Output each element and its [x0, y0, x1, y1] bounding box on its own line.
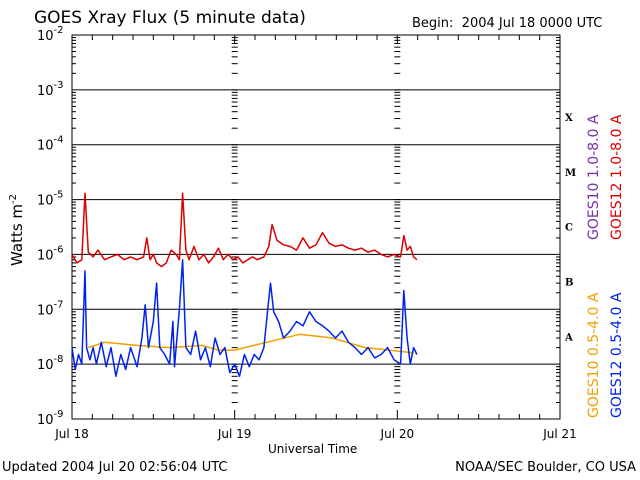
begin-label: Begin: [412, 16, 454, 31]
legend-goes10-short: GOES10 0.5-4.0 A [586, 292, 602, 418]
y-tick-label: 10-5 [37, 190, 64, 209]
begin-value: 2004 Jul 18 0000 UTC [461, 16, 603, 31]
x-tick-label: Jul 18 [54, 427, 89, 441]
y-tick-exponent: -3 [54, 80, 64, 91]
y-tick-base: 10 [37, 248, 54, 263]
x-axis-title: Universal Time [268, 442, 358, 456]
y-tick-label: 10-3 [37, 80, 64, 99]
y-tick-exponent: -9 [54, 409, 64, 420]
y-tick-base: 10 [37, 413, 54, 428]
x-tick-label: Jul 20 [380, 427, 415, 441]
y-tick-exponent: -4 [54, 135, 64, 146]
legend-goes10-long: GOES10 1.0-8.0 A [586, 114, 602, 240]
y-tick-exponent: -2 [54, 25, 64, 36]
y-axis-title-base: Watts m [8, 203, 26, 266]
y-axis-title-exp: -2 [8, 193, 19, 204]
y-tick-label: 10-2 [37, 25, 64, 44]
y-tick-label: 10-8 [37, 354, 64, 373]
y-axis-title: Watts m-2 [8, 194, 26, 266]
y-tick-label: 10-4 [37, 135, 64, 154]
y-tick-base: 10 [37, 139, 54, 154]
legend-goes12-short: GOES12 0.5-4.0 A [609, 292, 625, 418]
flare-class-label: C [565, 223, 573, 234]
updated-timestamp: Updated 2004 Jul 20 02:56:04 UTC [2, 460, 228, 475]
y-tick-base: 10 [37, 303, 54, 318]
legend-goes12-long: GOES12 1.0-8.0 A [609, 114, 625, 240]
x-tick-label: Jul 21 [542, 427, 577, 441]
series-line-1 [71, 258, 418, 378]
series-line-0 [71, 192, 418, 268]
flare-class-label: M [565, 168, 576, 179]
y-tick-base: 10 [37, 29, 54, 44]
y-tick-label: 10-6 [37, 244, 64, 263]
y-tick-exponent: -8 [54, 354, 64, 365]
chart-title: GOES Xray Flux (5 minute data) [34, 8, 306, 28]
y-tick-exponent: -7 [54, 299, 64, 310]
plot-frame [71, 34, 561, 420]
flare-class-label: A [564, 332, 573, 343]
y-tick-base: 10 [37, 194, 54, 209]
flare-class-label: B [565, 278, 573, 289]
y-tick-label: 10-7 [37, 299, 64, 318]
y-tick-base: 10 [37, 84, 54, 99]
flare-class-label: X [565, 113, 573, 124]
y-tick-label: 10-9 [37, 409, 64, 428]
y-tick-base: 10 [37, 358, 54, 373]
credit-line: NOAA/SEC Boulder, CO USA [455, 460, 636, 475]
y-tick-exponent: -6 [54, 244, 64, 255]
x-tick-label: Jul 19 [217, 427, 252, 441]
y-tick-exponent: -5 [54, 190, 64, 201]
begin-time: Begin: 2004 Jul 18 0000 UTC [412, 16, 602, 31]
